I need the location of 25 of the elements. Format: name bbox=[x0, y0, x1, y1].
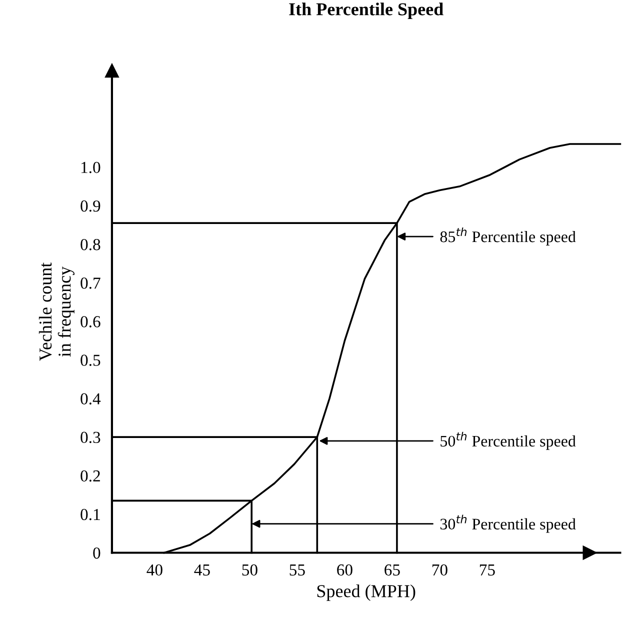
y-tick-label: 0.9 bbox=[80, 200, 100, 212]
x-tick-label: 65 bbox=[384, 564, 400, 576]
y-tick-label: 0.3 bbox=[80, 432, 100, 444]
annotation: 30$^{th}$ Percentile speed bbox=[440, 514, 576, 533]
y-tick-label: 0.5 bbox=[80, 354, 100, 366]
x-tick-label: 55 bbox=[290, 564, 305, 576]
x-tick-label: 75 bbox=[480, 564, 495, 576]
y-tick-label: 0 bbox=[93, 547, 100, 559]
y-tick-label: 0.2 bbox=[80, 470, 100, 482]
y-axis-title: Vechile count in frequency bbox=[38, 262, 74, 361]
annotation: 85$^{th}$ Percentile speed bbox=[440, 227, 576, 246]
y-tick-label: 0.4 bbox=[80, 393, 101, 405]
x-axis-title: Speed (MPH) bbox=[317, 584, 416, 601]
y-tick-label: 0.8 bbox=[80, 238, 100, 250]
x-tick-label: 40 bbox=[146, 564, 162, 576]
annotation: 50$^{th}$ Percentile speed bbox=[440, 432, 576, 450]
x-tick-label: 60 bbox=[337, 564, 352, 576]
y-tick-label: 0.1 bbox=[80, 508, 100, 520]
y-tick-label: 1.0 bbox=[81, 162, 100, 174]
x-tick-label: 50 bbox=[242, 564, 258, 576]
chart-title: Ith Percentile Speed bbox=[289, 2, 444, 20]
x-tick-label: 45 bbox=[194, 564, 210, 576]
x-tick-label: 70 bbox=[432, 564, 448, 576]
y-tick-label: 0.7 bbox=[80, 278, 100, 289]
y-tick-label: 0.6 bbox=[80, 316, 100, 328]
